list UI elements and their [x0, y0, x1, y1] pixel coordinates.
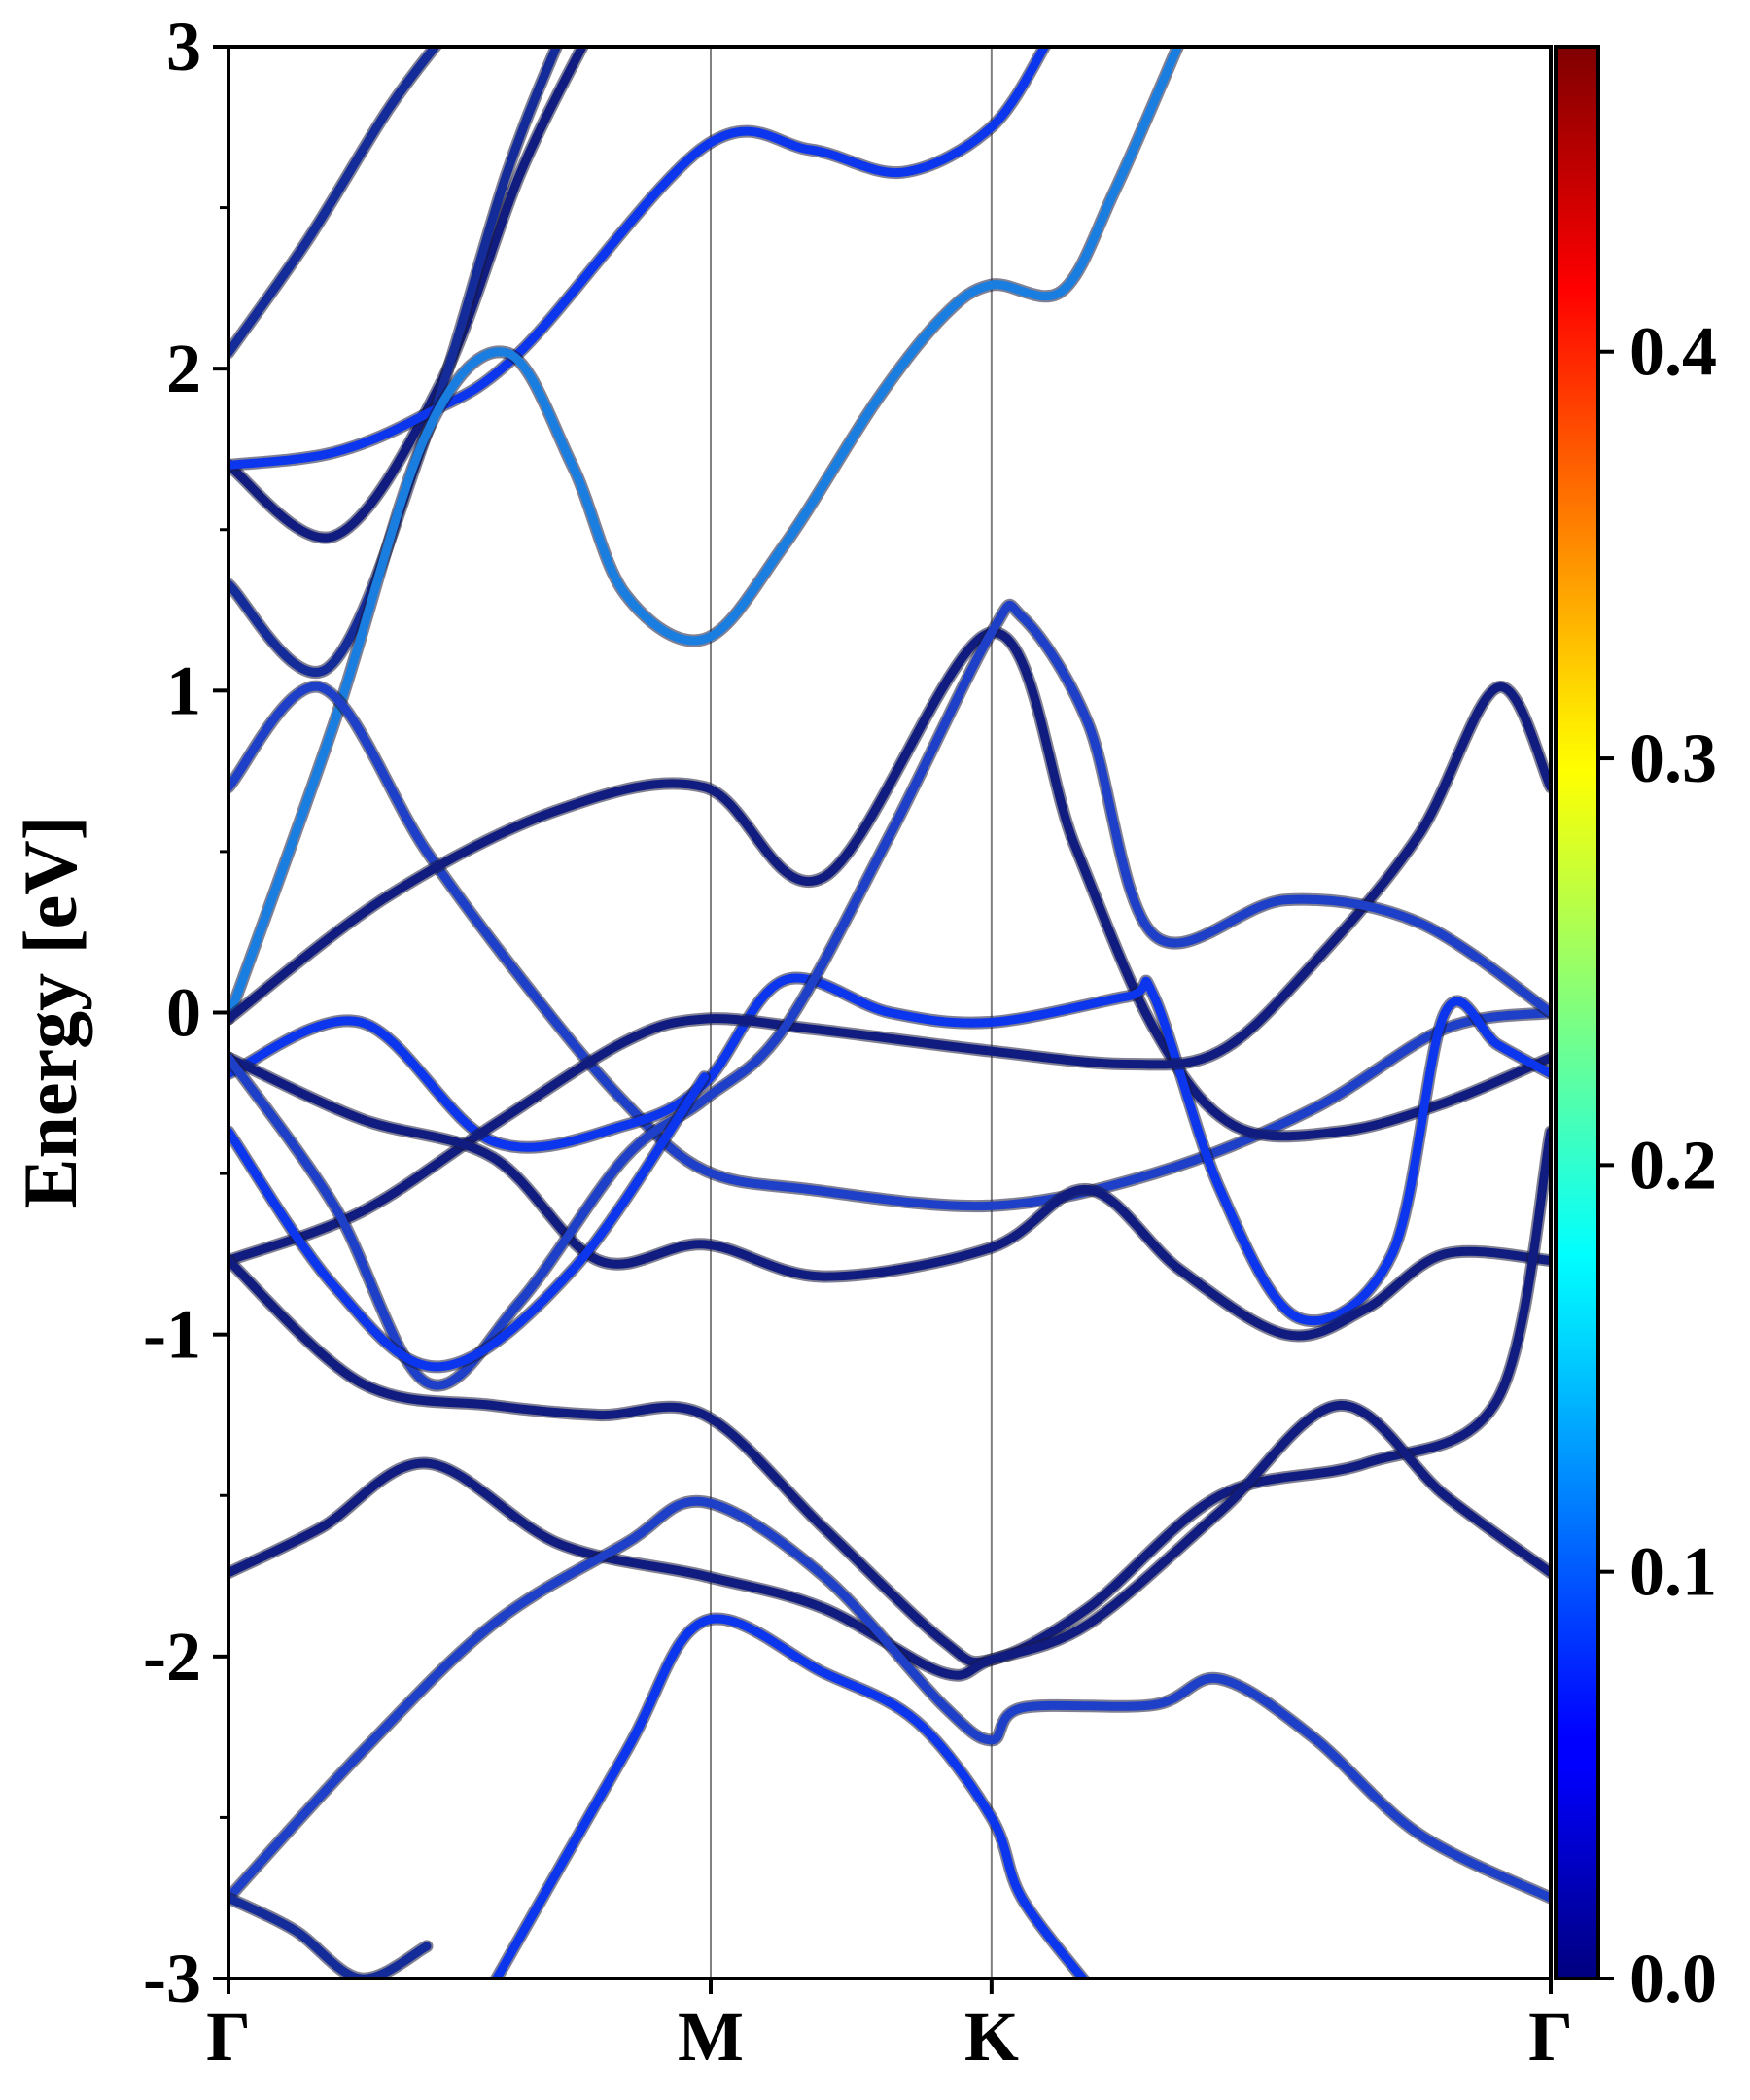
band-13: [228, 1401, 1551, 1680]
y-tick-label-4: -1: [143, 1296, 201, 1374]
band-outline-6: [228, 626, 1551, 1143]
bands: [228, 47, 1551, 1978]
band-4: [228, 47, 1183, 1024]
colorbar-tick-label-3: 0.3: [1629, 719, 1717, 797]
band-outline-13: [228, 1399, 1551, 1682]
band-7: [228, 973, 1551, 1326]
band-11: [228, 1072, 710, 1372]
x-tick-label-0: Γ: [206, 1998, 251, 2076]
y-tick-label-0: 3: [166, 8, 201, 86]
band-0: [228, 47, 441, 358]
band-3: [228, 47, 1050, 470]
colorbar-tick-label-1: 0.1: [1629, 1533, 1717, 1611]
band-5: [228, 682, 1551, 1211]
band-8: [228, 682, 1551, 1265]
band-14: [228, 1496, 1551, 1903]
band-12: [228, 1127, 1551, 1666]
colorbar: 0.0 0.1 0.2 0.3 0.4: [1554, 45, 1717, 2017]
y-tick-label-5: -2: [143, 1618, 201, 1696]
band-15: [491, 1614, 1089, 1978]
band-16: [228, 1893, 432, 1978]
x-tick-label-2: K: [964, 1998, 1019, 2076]
x-tick-label-1: M: [678, 1998, 744, 2076]
y-axis-label: Energy [eV]: [8, 815, 92, 1208]
colorbar-ticks: 0.0 0.1 0.2 0.3 0.4: [1598, 313, 1717, 2017]
colorbar-tick-label-4: 0.4: [1629, 313, 1717, 391]
y-tick-label-1: 2: [166, 330, 201, 407]
colorbar-tick-label-0: 0.0: [1629, 1940, 1717, 2017]
y-tick-label-2: 1: [166, 651, 201, 729]
y-ticks: 3 2 1 0 -1 -2 -3: [143, 8, 228, 2017]
band-outline-4: [228, 47, 1185, 1026]
band-outline-3: [228, 47, 1052, 472]
band-6: [228, 628, 1551, 1141]
x-tick-label-3: Γ: [1528, 1998, 1573, 2076]
band-outline-15: [489, 1612, 1092, 1978]
y-tick-label-3: 0: [166, 974, 201, 1052]
colorbar-tick-label-2: 0.2: [1629, 1126, 1717, 1204]
plot-area: 3 2 1 0 -1 -2 -3 Γ M K Γ: [143, 8, 1573, 2076]
y-tick-label-6: -3: [143, 1940, 201, 2017]
band-10: [228, 600, 1551, 1390]
colorbar-gradient: [1554, 45, 1600, 1980]
band-9: [228, 1053, 1551, 1341]
